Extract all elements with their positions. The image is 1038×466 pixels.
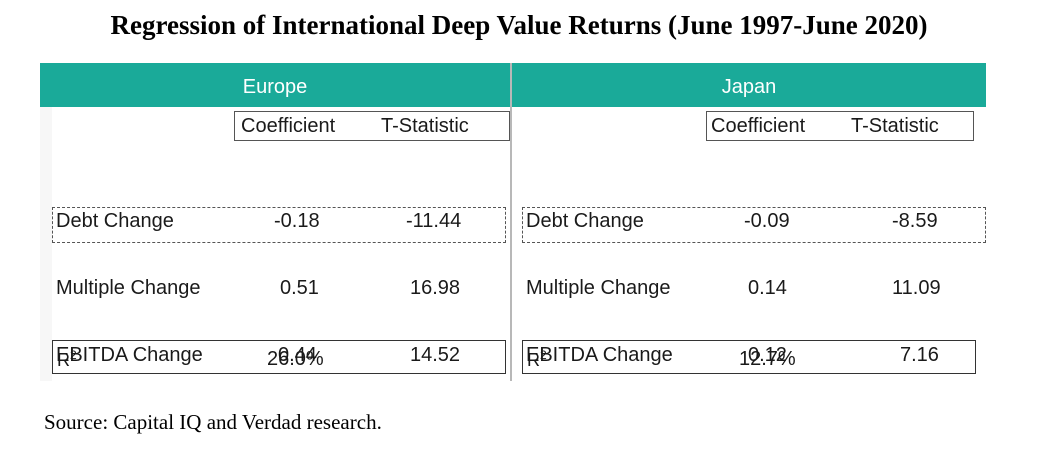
europe-multiple-change-tstat: 16.98	[410, 277, 461, 299]
europe-r2-row: R2 26.0%	[52, 340, 506, 374]
japan-multiple-change-coefficient: 0.14	[748, 277, 787, 299]
japan-debt-change-label: Debt Change	[526, 210, 644, 232]
japan-multiple-change-tstat: 11.09	[892, 277, 941, 299]
column-divider	[510, 63, 512, 381]
source-note: Source: Capital IQ and Verdad research.	[44, 410, 382, 434]
europe-debt-change-coefficient: -0.18	[274, 210, 320, 232]
japan-coefficient-header: Coefficient	[711, 115, 806, 137]
japan-column-headers: Coefficient T-Statistic	[706, 111, 974, 141]
europe-debt-change-label: Debt Change	[56, 210, 174, 232]
japan-debt-change-coefficient: -0.09	[744, 210, 790, 232]
europe-panel: Coefficient T-Statistic Debt Change -0.1…	[52, 107, 510, 381]
japan-debt-change-tstat: -8.59	[892, 210, 938, 232]
europe-r2-value: 26.0%	[267, 348, 324, 370]
japan-tstat-header: T-Statistic	[851, 115, 939, 137]
europe-ebitda-change-coefficient: 0.44	[278, 344, 317, 366]
europe-coefficient-header: Coefficient	[241, 115, 336, 137]
japan-multiple-change-row	[522, 207, 986, 243]
japan-r2-label: R2	[527, 348, 547, 370]
europe-multiple-change-row	[52, 207, 506, 243]
europe-column-headers: Coefficient T-Statistic	[234, 111, 510, 141]
europe-r2-label: R2	[57, 348, 77, 370]
europe-header: Europe	[40, 63, 510, 107]
japan-r2-value: 12.7%	[739, 348, 796, 370]
regression-table: Europe Japan Coefficient T-Statistic Deb…	[40, 63, 986, 381]
japan-panel: Coefficient T-Statistic Debt Change -0.0…	[512, 107, 986, 381]
europe-multiple-change-label: Multiple Change	[56, 277, 201, 299]
japan-ebitda-change-coefficient: 0.12	[748, 344, 787, 366]
europe-multiple-change-coefficient: 0.51	[280, 277, 319, 299]
japan-header: Japan	[512, 63, 986, 107]
japan-r2-row: R2 12.7%	[522, 340, 976, 374]
europe-ebitda-change-label: EBITDA Change	[56, 344, 203, 366]
japan-multiple-change-label: Multiple Change	[526, 277, 671, 299]
page-title: Regression of International Deep Value R…	[110, 10, 928, 40]
europe-debt-change-tstat: -11.44	[406, 210, 462, 232]
europe-tstat-header: T-Statistic	[381, 115, 469, 137]
japan-ebitda-change-label: EBITDA Change	[526, 344, 673, 366]
japan-ebitda-change-tstat: 7.16	[900, 344, 939, 366]
europe-ebitda-change-tstat: 14.52	[410, 344, 461, 366]
